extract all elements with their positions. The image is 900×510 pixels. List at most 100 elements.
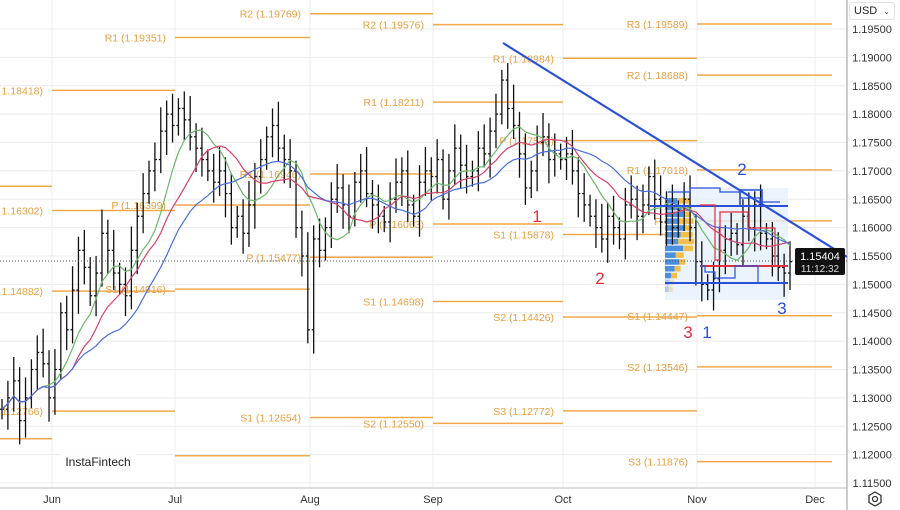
blue-box <box>739 189 763 206</box>
moving-average-slow <box>1 147 791 410</box>
volume-profile-bar <box>665 259 680 265</box>
wave-label-red: 1 <box>532 207 541 226</box>
blue-step-line <box>668 187 780 203</box>
x-tick-label: Sep <box>423 494 443 506</box>
price-bar <box>505 63 510 129</box>
price-bar <box>94 256 99 317</box>
pivot-level-label: S1 (1.14698) <box>363 297 424 309</box>
price-bar <box>711 261 716 311</box>
y-tick-label: 1.12500 <box>852 421 892 433</box>
price-bar <box>358 153 363 203</box>
y-tick-label: 1.18000 <box>852 109 892 121</box>
price-bar <box>241 199 246 254</box>
price-bar <box>99 209 104 287</box>
x-tick-label: Oct <box>554 494 571 506</box>
pivot-level-label: S3 (1.11876) <box>628 457 688 469</box>
price-bar <box>252 162 257 229</box>
price-bar <box>341 174 346 229</box>
price-bar <box>299 210 304 277</box>
pivot-level-label: S1 (1.15878) <box>493 230 554 242</box>
watermark-logo: InstaFintech <box>60 443 136 481</box>
pivot-level-label: R1 (1.18211) <box>363 97 424 109</box>
y-tick-label: 1.14000 <box>852 336 892 348</box>
y-tick-label: 1.13000 <box>852 393 892 405</box>
price-bar <box>452 124 457 185</box>
pivot-level-label: S2 (1.12550) <box>363 418 424 430</box>
price-bar <box>123 267 128 317</box>
bar-countdown: 11:12:32 <box>801 264 840 275</box>
price-bar <box>64 295 69 351</box>
pivot-level-label: R2 (1.19769) <box>240 9 301 21</box>
current-price-tag <box>795 248 845 275</box>
price-bar <box>147 160 152 204</box>
gear-icon[interactable] <box>866 490 884 508</box>
y-tick-label: 1.15500 <box>852 251 892 263</box>
wave-label-blue: 2 <box>737 160 746 179</box>
y-tick-label: 1.11500 <box>853 478 892 490</box>
price-bar <box>735 223 740 255</box>
price-bar <box>288 139 293 188</box>
price-bar <box>35 335 40 390</box>
price-bar <box>599 203 604 253</box>
price-bar <box>294 160 299 238</box>
volume-profile-bar <box>665 272 671 279</box>
volume-profile-bar <box>683 245 693 252</box>
price-bar <box>41 328 46 378</box>
price-bar <box>446 153 451 220</box>
price-bar <box>246 181 251 247</box>
price-bar <box>693 214 698 286</box>
volume-profile-bar <box>668 286 673 292</box>
price-bar <box>476 131 481 192</box>
currency-selector[interactable]: USD ⌄ <box>849 2 895 20</box>
price-bar <box>411 194 416 227</box>
volume-profile-bar <box>665 198 677 204</box>
price-bar <box>264 126 269 170</box>
price-bar <box>105 219 110 275</box>
price-bar <box>229 173 234 245</box>
pivot-level-label: S1 (1.14916) <box>105 284 166 296</box>
price-bar <box>576 157 581 218</box>
pivot-level-label: S1 (1.14447) <box>627 311 688 323</box>
price-bar <box>417 165 422 237</box>
price-bar <box>405 150 410 222</box>
y-tick-label: 1.18500 <box>852 81 892 93</box>
price-bar <box>776 232 781 281</box>
pivot-level-label: S2 (1.14426) <box>493 312 554 324</box>
price-bar <box>88 257 93 306</box>
price-bar <box>470 160 475 187</box>
price-bar <box>176 98 181 136</box>
price-bar <box>635 185 640 241</box>
price-bar <box>652 159 657 220</box>
pivot-level-label: R2 (1.19576) <box>363 20 424 32</box>
price-bar <box>517 111 522 178</box>
wave-label-blue: 1 <box>702 323 711 342</box>
pivot-level-label: R1 (1.18984) <box>493 53 554 65</box>
price-bar <box>493 93 498 149</box>
x-tick-label: Jul <box>168 494 182 506</box>
volume-profile-bar <box>665 238 679 245</box>
price-bar <box>435 139 440 194</box>
price-bar <box>158 107 163 174</box>
price-bar <box>770 221 775 277</box>
price-bar <box>23 377 28 438</box>
pivot-level-label: 1.16302) <box>2 205 43 217</box>
price-bar <box>117 262 122 295</box>
y-tick-label: 1.16000 <box>852 223 892 235</box>
price-bar <box>570 130 575 185</box>
price-bar <box>464 144 469 194</box>
volume-profile-bar <box>683 211 691 218</box>
price-bar <box>70 266 75 344</box>
price-bar <box>482 124 487 168</box>
price-bar <box>270 108 275 158</box>
volume-profile-bar <box>665 252 676 258</box>
volume-profile-bar <box>665 266 675 272</box>
volume-profile-bar <box>679 218 694 224</box>
price-bar <box>541 112 546 157</box>
y-tick-label: 1.15000 <box>852 279 892 291</box>
price-bar <box>317 218 322 268</box>
price-bar <box>388 182 393 243</box>
chevron-down-icon: ⌄ <box>883 6 890 16</box>
price-bar <box>217 147 222 196</box>
pivot-level-label: 1.12766) <box>2 406 43 418</box>
